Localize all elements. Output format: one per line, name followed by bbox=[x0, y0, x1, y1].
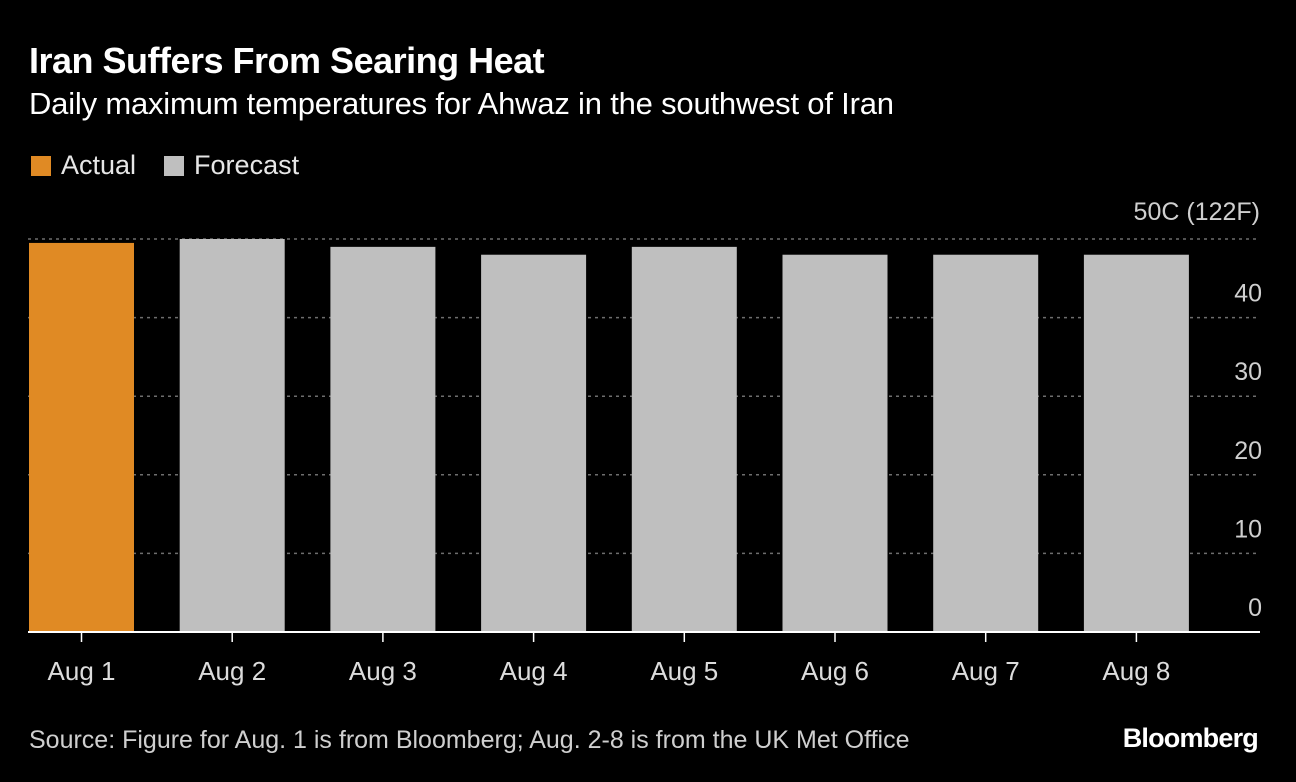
legend-label-actual: Actual bbox=[61, 150, 137, 180]
bar-aug-1 bbox=[29, 242, 134, 632]
bar-aug-2 bbox=[179, 239, 285, 632]
legend-item-actual: Actual bbox=[31, 150, 136, 181]
chart-subtitle: Daily maximum temperatures for Ahwaz in … bbox=[29, 86, 894, 121]
x-tick-label: Aug 5 bbox=[650, 656, 718, 686]
y-tick-label: 30 bbox=[1234, 358, 1262, 386]
legend: Actual Forecast bbox=[31, 150, 327, 181]
x-tick-label: Aug 2 bbox=[198, 656, 266, 686]
y-tick-label: 20 bbox=[1234, 437, 1262, 465]
legend-item-forecast: Forecast bbox=[164, 150, 299, 181]
x-tick-label: Aug 7 bbox=[952, 656, 1020, 686]
x-tick-label: Aug 6 bbox=[801, 656, 869, 686]
legend-swatch-forecast bbox=[164, 155, 185, 176]
bar-aug-5 bbox=[631, 246, 737, 633]
y-tick-label: 10 bbox=[1234, 515, 1262, 543]
bar-aug-8 bbox=[1083, 254, 1189, 632]
x-tick-label: Aug 3 bbox=[349, 656, 417, 686]
source-note: Source: Figure for Aug. 1 is from Bloomb… bbox=[29, 726, 910, 754]
x-tick-label: Aug 8 bbox=[1102, 656, 1170, 686]
bloomberg-logo: Bloomberg bbox=[1122, 723, 1259, 753]
legend-swatch-actual bbox=[31, 155, 51, 176]
bar-aug-4 bbox=[481, 254, 587, 632]
bar-aug-6 bbox=[782, 254, 888, 632]
chart-title: Iran Suffers From Searing Heat bbox=[29, 40, 545, 81]
legend-label-forecast: Forecast bbox=[194, 150, 300, 180]
y-axis-unit-label: 50C (122F) bbox=[1133, 198, 1260, 226]
y-tick-label: 0 bbox=[1248, 594, 1262, 622]
x-tick-label: Aug 1 bbox=[48, 656, 116, 686]
bar-aug-7 bbox=[933, 254, 1039, 632]
x-tick-label: Aug 4 bbox=[500, 656, 568, 686]
y-tick-label: 40 bbox=[1234, 280, 1262, 308]
bar-aug-3 bbox=[330, 246, 436, 633]
